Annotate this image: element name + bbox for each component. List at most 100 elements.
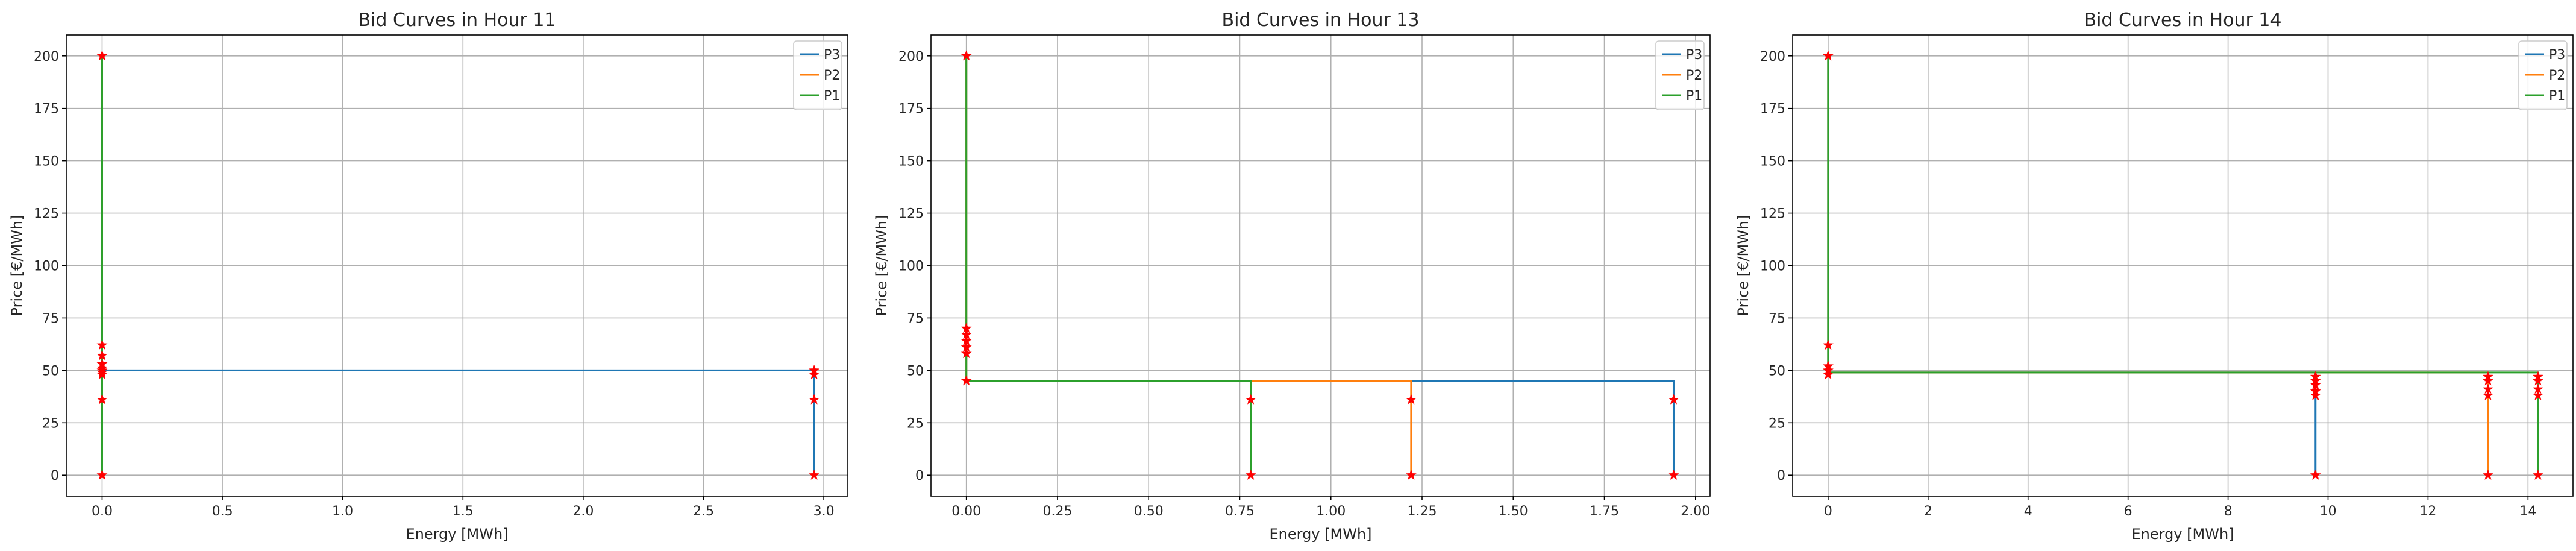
y-tick-label: 0 xyxy=(1777,468,1785,483)
series-lines xyxy=(965,55,1675,476)
bid-point-marker xyxy=(2532,375,2543,386)
x-tick-label: 0.50 xyxy=(1134,504,1164,519)
y-tick-label: 25 xyxy=(907,416,924,431)
x-tick-label: 2.00 xyxy=(1681,504,1710,519)
y-tick-label: 150 xyxy=(898,154,924,169)
x-axis: 0.00 0.25 0.50 0.75 1.00 1.25 1.50 1.75 2.00 xyxy=(951,496,1710,519)
bid-point-marker xyxy=(2483,469,2493,480)
bid-point-marker xyxy=(809,469,820,480)
x-tick-label: 2.5 xyxy=(693,504,714,519)
y-tick-label: 0 xyxy=(915,468,924,483)
x-tick-label: 0.00 xyxy=(951,504,981,519)
x-tick-label: 2.0 xyxy=(572,504,594,519)
y-tick-label: 150 xyxy=(34,154,59,169)
y-axis: 0 25 50 75 100 125 150 175 200 xyxy=(34,49,66,483)
y-tick-label: 200 xyxy=(898,49,924,65)
y-axis: 0 25 50 75 100 125 150 175 200 xyxy=(898,49,931,483)
bid-markers xyxy=(1822,50,2543,480)
x-tick-label: 14 xyxy=(2519,504,2536,519)
x-axis-label: Energy [MWh] xyxy=(406,526,508,543)
bid-point-marker xyxy=(961,375,972,386)
bid-point-marker xyxy=(1668,394,1679,405)
y-tick-label: 150 xyxy=(1760,154,1785,169)
chart-panel-3: 0 2 4 6 8 10 12 14 0 25 50 75 100 125 150 175 200 Bid Cur… xyxy=(1735,10,2574,543)
y-tick-label: 200 xyxy=(1760,49,1785,65)
bid-point-marker xyxy=(96,50,108,61)
x-tick-label: 0 xyxy=(1824,504,1832,519)
bid-point-marker xyxy=(2483,375,2493,386)
bid-point-marker xyxy=(2532,469,2543,480)
chart-title: Bid Curves in Hour 11 xyxy=(358,10,556,31)
x-tick-label: 3.0 xyxy=(813,504,835,519)
x-axis: 0 2 4 6 8 10 12 14 xyxy=(1824,496,2536,519)
x-tick-label: 0.75 xyxy=(1225,504,1255,519)
bid-markers xyxy=(961,50,1679,480)
chart-panel-1: 0.0 0.5 1.0 1.5 2.0 2.5 3.0 0 25 50 75 100 125 150 175… xyxy=(8,10,848,543)
chart-title: Bid Curves in Hour 13 xyxy=(1221,10,1419,31)
legend: P3 P2 P1 xyxy=(2518,40,2568,110)
legend-label-p3: P3 xyxy=(1686,48,1702,63)
y-tick-label: 100 xyxy=(898,259,924,274)
legend-label-p2: P2 xyxy=(1686,68,1702,83)
y-tick-label: 75 xyxy=(1769,311,1785,326)
x-tick-label: 10 xyxy=(2319,504,2336,519)
y-tick-label: 50 xyxy=(1769,364,1785,379)
bid-markers xyxy=(96,50,820,480)
y-tick-label: 75 xyxy=(42,311,59,326)
bid-point-marker xyxy=(2310,389,2321,400)
y-axis-label: Price [€/MWh] xyxy=(873,215,890,316)
x-tick-label: 1.0 xyxy=(332,504,353,519)
x-axis-label: Energy [MWh] xyxy=(2131,526,2234,543)
x-tick-label: 2 xyxy=(1924,504,1932,519)
x-tick-label: 0.5 xyxy=(212,504,233,519)
y-axis-label: Price [€/MWh] xyxy=(1735,215,1752,316)
series-lines xyxy=(1827,55,2539,476)
legend: P3 P2 P1 xyxy=(1655,40,1705,110)
x-axis-label: Energy [MWh] xyxy=(1269,526,1371,543)
bid-point-marker xyxy=(1822,50,1834,61)
x-tick-label: 1.25 xyxy=(1408,504,1437,519)
y-tick-label: 125 xyxy=(34,207,59,222)
y-tick-label: 100 xyxy=(1760,259,1785,274)
x-tick-label: 1.50 xyxy=(1499,504,1528,519)
chart-title: Bid Curves in Hour 14 xyxy=(2084,10,2281,31)
bid-point-marker xyxy=(809,368,820,379)
bid-point-marker xyxy=(96,368,108,379)
y-tick-label: 200 xyxy=(34,49,59,65)
x-tick-label: 4 xyxy=(2024,504,2032,519)
grid-lines xyxy=(66,35,848,496)
legend-label-p2: P2 xyxy=(824,68,840,83)
y-tick-label: 175 xyxy=(34,102,59,117)
bid-point-marker xyxy=(96,339,108,350)
legend-label-p3: P3 xyxy=(824,48,840,63)
bid-point-marker xyxy=(1405,469,1417,480)
series-line-p1 xyxy=(1827,55,2539,476)
x-tick-label: 1.00 xyxy=(1316,504,1346,519)
x-tick-label: 1.75 xyxy=(1590,504,1619,519)
bid-point-marker xyxy=(1245,469,1256,480)
grid-lines xyxy=(931,35,1710,496)
bid-point-marker xyxy=(1245,394,1256,405)
bid-point-marker xyxy=(1405,394,1417,405)
y-tick-label: 175 xyxy=(898,102,924,117)
y-tick-label: 175 xyxy=(1760,102,1785,117)
y-tick-label: 125 xyxy=(898,207,924,222)
y-tick-label: 50 xyxy=(907,364,924,379)
x-tick-label: 0.0 xyxy=(92,504,113,519)
y-tick-label: 0 xyxy=(51,468,59,483)
legend-label-p1: P1 xyxy=(2549,89,2565,104)
bid-point-marker xyxy=(96,394,108,405)
y-axis: 0 25 50 75 100 125 150 175 200 xyxy=(1760,49,1793,483)
bid-point-marker xyxy=(96,469,108,480)
chart-panel-2: 0.00 0.25 0.50 0.75 1.00 1.25 1.50 1.75 2.00 0 25 5… xyxy=(873,10,1711,543)
grid-lines xyxy=(1793,35,2573,496)
y-tick-label: 100 xyxy=(34,259,59,274)
x-axis: 0.0 0.5 1.0 1.5 2.0 2.5 3.0 xyxy=(92,496,835,519)
legend-label-p1: P1 xyxy=(1686,89,1702,104)
bid-point-marker xyxy=(1822,368,1834,379)
x-tick-label: 8 xyxy=(2224,504,2233,519)
series-line-p1 xyxy=(965,55,1252,476)
bid-point-marker xyxy=(809,394,820,405)
x-tick-label: 12 xyxy=(2419,504,2436,519)
